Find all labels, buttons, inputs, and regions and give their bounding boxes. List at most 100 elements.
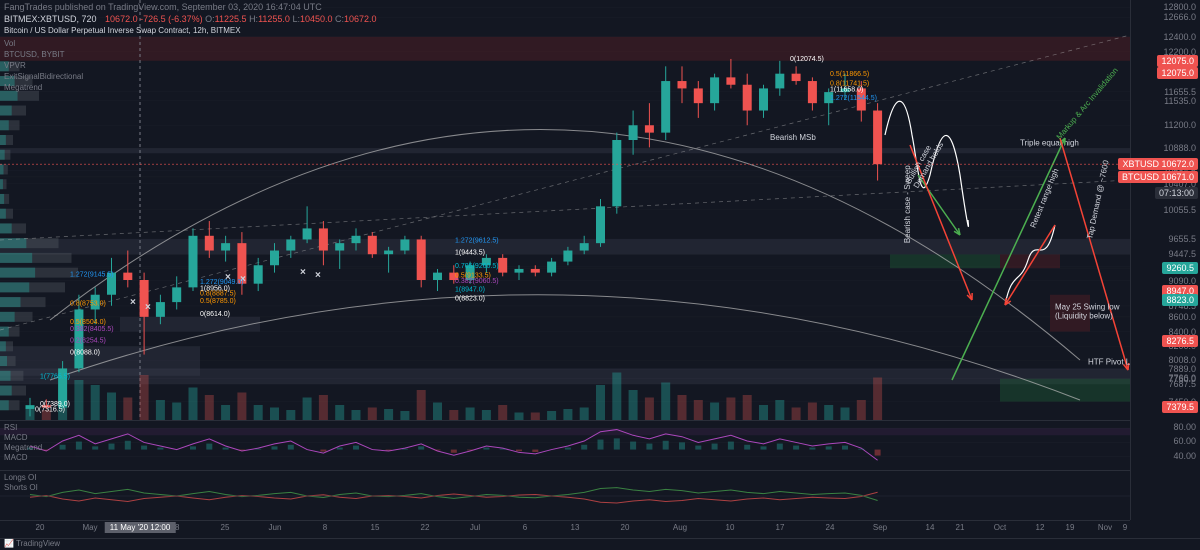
sub-indicator-list: RSI MACD Megatrend MACD <box>4 423 42 463</box>
pair-description: Bitcoin / US Dollar Perpetual Inverse Sw… <box>4 26 241 35</box>
fib-label: 1.272(9612.5) <box>455 237 499 244</box>
price-badge: 7379.5 <box>1162 401 1198 413</box>
price-axis: 12800.012666.012400.012200.011655.511535… <box>1130 0 1200 470</box>
price-tick: 9090.0 <box>1168 276 1196 286</box>
footer: 📈 TradingView <box>0 538 1200 550</box>
time-tick: Nov <box>1098 523 1112 532</box>
time-tick: 22 <box>421 523 430 532</box>
chart-annotation: Tap Demand @ ~7600 <box>1085 159 1111 240</box>
time-tick: 17 <box>776 523 785 532</box>
chart-container: Triple equal high××××××1.272(9145.5)0.8(… <box>0 0 1130 550</box>
rsi-pane[interactable]: RSI MACD Megatrend MACD <box>0 420 1130 470</box>
oi-indicator-list: Longs OI Shorts OI <box>4 473 38 493</box>
oi-axis <box>1130 470 1200 520</box>
indicator-macd: MACD <box>4 433 42 443</box>
chart-annotation: Bearish case - Sweep <box>903 165 912 243</box>
oi-pane[interactable]: Longs OI Shorts OI <box>0 470 1130 520</box>
indicator-bybit: BTCUSD, BYBIT <box>4 49 83 60</box>
fib-label: 0(8088.0) <box>70 350 100 357</box>
indicator-megatrend: Megatrend <box>4 82 83 93</box>
brand-label: TradingView <box>16 539 60 548</box>
indicator-mega: Megatrend <box>4 443 42 453</box>
fib-label: 0.382(9060.5) <box>455 278 499 285</box>
fib-label: 0(8614.0) <box>200 311 230 318</box>
time-tick: 6 <box>523 523 527 532</box>
time-tick: 21 <box>956 523 965 532</box>
fib-label: 0.5(8785.0) <box>200 298 236 305</box>
price-zone <box>0 148 1130 153</box>
time-tick: 20 <box>36 523 45 532</box>
price-zone <box>0 346 200 375</box>
fib-label: 1.272(9145.5) <box>70 272 114 279</box>
chart-annotation: Markup & Arc Invalidation <box>1055 66 1120 141</box>
chart-annotation: HTF Pivot Level <box>1088 358 1130 367</box>
price-zone <box>120 317 260 332</box>
fib-label: 0.5(8504.0) <box>70 319 106 326</box>
fib-label: 0.382(8405.5) <box>70 326 114 333</box>
indicator-rsi: RSI <box>4 423 42 433</box>
price-tick: 8600.0 <box>1168 312 1196 322</box>
time-tick: 10 <box>726 523 735 532</box>
fib-label: 0(12074.5) <box>790 56 824 63</box>
symbol: BITMEX:XBTUSD, 720 <box>4 14 97 24</box>
svg-text:×: × <box>145 302 151 313</box>
indicator-shorts: Shorts OI <box>4 483 38 493</box>
price-badge: 8276.5 <box>1162 335 1198 347</box>
fib-label: 0.705(9260.5) <box>455 263 499 270</box>
fib-label: 0.2(8254.5) <box>70 337 106 344</box>
fib-label: 0(7316.5) <box>35 406 65 413</box>
price-zone <box>890 254 1000 268</box>
symbol-header: BITMEX:XBTUSD, 720 10672.0 -726.5 (-6.37… <box>4 14 377 24</box>
fib-label: 1.272(11544.5) <box>830 95 877 102</box>
price-badge: 9260.5 <box>1162 262 1198 274</box>
time-tick: 25 <box>221 523 230 532</box>
fib-label: 0(8823.0) <box>455 295 485 302</box>
price-badge: XBTUSD 10672.0 <box>1118 158 1198 170</box>
rsi-axis: 80.0060.0040.00 <box>1130 420 1200 470</box>
time-tick: 9 <box>1123 523 1127 532</box>
price-badge: 12075.0 <box>1157 55 1198 67</box>
time-tick: 15 <box>371 523 380 532</box>
time-tick: 14 <box>926 523 935 532</box>
time-tick: Jun <box>269 523 282 532</box>
time-tick: 24 <box>826 523 835 532</box>
price-tick: 12800.0 <box>1163 2 1196 12</box>
fib-label: 1(7765.5) <box>40 373 70 380</box>
time-tick: May <box>82 523 97 532</box>
fib-label: 1(8947.0) <box>455 286 485 293</box>
price-tick: 7687.5 <box>1168 379 1196 389</box>
time-tick: 20 <box>621 523 630 532</box>
svg-text:Triple equal high: Triple equal high <box>1020 138 1079 147</box>
fib-label: 0.8(8887.5) <box>200 291 236 298</box>
svg-text:×: × <box>300 267 306 278</box>
time-tick: 8 <box>323 523 327 532</box>
price-tick: 12666.0 <box>1163 12 1196 22</box>
fib-label: 0.8(8753.0) <box>70 301 106 308</box>
price-tick: 11200.0 <box>1164 120 1196 130</box>
time-tick: 19 <box>1066 523 1075 532</box>
price-tick: 10055.5 <box>1163 205 1196 215</box>
indicator-list: Vol BTCUSD, BYBIT VPVR ExitSignalBidirec… <box>4 38 83 93</box>
price-tick: 11535.0 <box>1164 96 1196 106</box>
time-crosshair-label: 11 May '20 12:00 <box>105 522 176 533</box>
fib-label: 1(11658.0) <box>830 87 863 94</box>
time-tick: Aug <box>673 523 687 532</box>
price-tick: 12400.0 <box>1163 32 1196 42</box>
indicator-macd2: MACD <box>4 453 42 463</box>
time-tick: Oct <box>994 523 1006 532</box>
tradingview-logo-icon: 📈 <box>4 539 16 548</box>
chart-annotation: (Liquidity below) <box>1055 311 1113 320</box>
time-tick: Sep <box>873 523 887 532</box>
chart-annotation: Retest range high <box>1029 167 1061 229</box>
fib-label: 0.5(11866.5) <box>830 71 869 78</box>
time-tick: Jul <box>470 523 480 532</box>
time-tick: 12 <box>1036 523 1045 532</box>
time-tick: 13 <box>571 523 580 532</box>
svg-text:×: × <box>130 297 136 308</box>
chart-annotation: Bearish MSb <box>770 133 816 142</box>
price-zone <box>0 37 1130 61</box>
indicator-exitsignal: ExitSignalBidirectional <box>4 71 83 82</box>
main-chart-pane[interactable]: Triple equal high××××××1.272(9145.5)0.8(… <box>0 0 1130 420</box>
price-tick: 9655.5 <box>1168 234 1196 244</box>
indicator-longs: Longs OI <box>4 473 38 483</box>
